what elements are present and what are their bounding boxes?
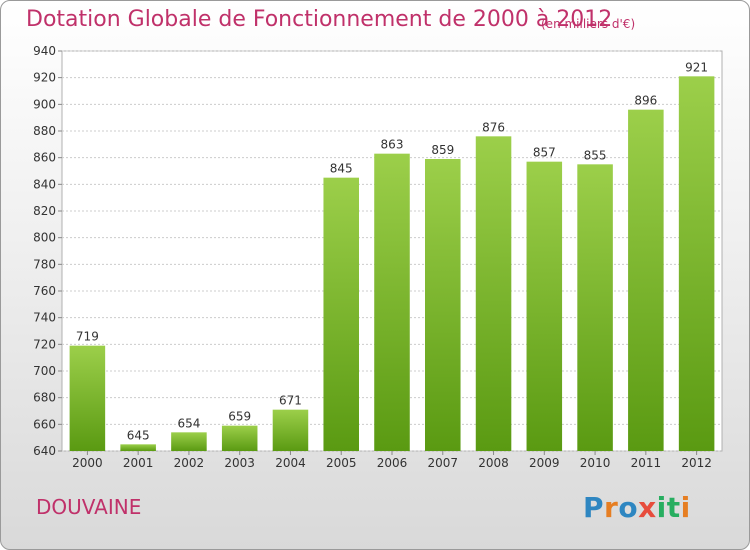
- y-tick-label: 940: [33, 44, 56, 58]
- bar-2008: [475, 136, 512, 452]
- y-tick-label: 740: [33, 311, 56, 325]
- x-tick-label: 2008: [478, 456, 509, 470]
- bar-2001: [120, 444, 156, 451]
- y-tick-label: 800: [33, 231, 56, 245]
- y-tick-label: 640: [33, 444, 56, 458]
- bar-value-label: 859: [431, 143, 454, 157]
- bar-value-label: 921: [685, 60, 708, 74]
- proxiti-logo[interactable]: Proxiti: [583, 491, 691, 524]
- x-tick-label: 2010: [580, 456, 611, 470]
- logo-letter: o: [618, 491, 639, 524]
- x-tick-label: 2000: [72, 456, 103, 470]
- x-tick-label: 2003: [224, 456, 255, 470]
- bar-2010: [577, 164, 613, 452]
- chart-title: Dotation Globale de Fonctionnement de 20…: [26, 7, 613, 32]
- x-tick-label: 2001: [123, 456, 154, 470]
- logo-letter: i: [656, 491, 667, 524]
- grid-lines: [62, 50, 722, 452]
- bar-2007: [425, 159, 461, 451]
- y-tick-label: 700: [33, 364, 56, 378]
- x-tick-label: 2005: [326, 456, 357, 470]
- x-tick-label: 2012: [681, 456, 712, 470]
- bar-value-label: 857: [533, 146, 556, 160]
- x-tick-label: 2006: [377, 456, 408, 470]
- y-tick-label: 720: [33, 337, 56, 351]
- x-tick-label: 2002: [174, 456, 205, 470]
- bar-2011: [628, 109, 664, 452]
- bar-value-label: 876: [482, 120, 505, 134]
- x-axis-ticks: 2000 2001 2002 2003 2004 2005 2006 2007 2008 2009…: [72, 451, 712, 470]
- bar-value-label: 645: [127, 428, 150, 442]
- bar-2004: [272, 409, 309, 451]
- logo-letter: i: [680, 491, 691, 524]
- bar-value-label: 654: [177, 416, 200, 430]
- x-tick-label: 2007: [427, 456, 458, 470]
- logo-letter: x: [638, 491, 657, 524]
- bar-value-label: 659: [228, 410, 251, 424]
- bar-value-label: 719: [76, 330, 99, 344]
- bar-value-label: 845: [330, 162, 353, 176]
- logo-letter: P: [583, 491, 605, 524]
- y-tick-label: 820: [33, 204, 56, 218]
- y-tick-label: 860: [33, 151, 56, 165]
- logo-letter: t: [666, 491, 681, 524]
- bar-2000: [69, 345, 106, 451]
- bar-2006: [374, 153, 410, 451]
- bar-value-label: 896: [634, 94, 657, 108]
- y-tick-label: 680: [33, 391, 56, 405]
- bar-2012: [678, 76, 715, 451]
- y-tick-label: 900: [33, 97, 56, 111]
- bar-value-label: 855: [584, 148, 607, 162]
- y-tick-label: 660: [33, 417, 56, 431]
- bar-value-label: 863: [381, 138, 404, 152]
- bar-2009: [526, 161, 563, 451]
- bar-value-label: 671: [279, 394, 302, 408]
- bars: 719 645 654 659 671 845 863 859 876 857 855 896 921: [69, 60, 715, 452]
- y-tick-label: 780: [33, 257, 56, 271]
- x-tick-label: 2004: [275, 456, 306, 470]
- bar-2003: [221, 425, 258, 451]
- y-tick-label: 920: [33, 71, 56, 85]
- logo-letter: r: [604, 491, 619, 524]
- bar-2002: [171, 432, 207, 451]
- y-tick-label: 840: [33, 177, 56, 191]
- x-tick-label: 2009: [529, 456, 560, 470]
- commune-name: DOUVAINE: [36, 495, 142, 519]
- bar-2005: [323, 177, 359, 451]
- y-axis-ticks: 640 660 680 700 720 740 760 780 800 820 840 860 880 9…: [33, 44, 62, 458]
- y-tick-label: 880: [33, 124, 56, 138]
- chart-unit-note: (en milliers d'€): [541, 17, 636, 31]
- y-tick-label: 760: [33, 284, 56, 298]
- x-tick-label: 2011: [631, 456, 662, 470]
